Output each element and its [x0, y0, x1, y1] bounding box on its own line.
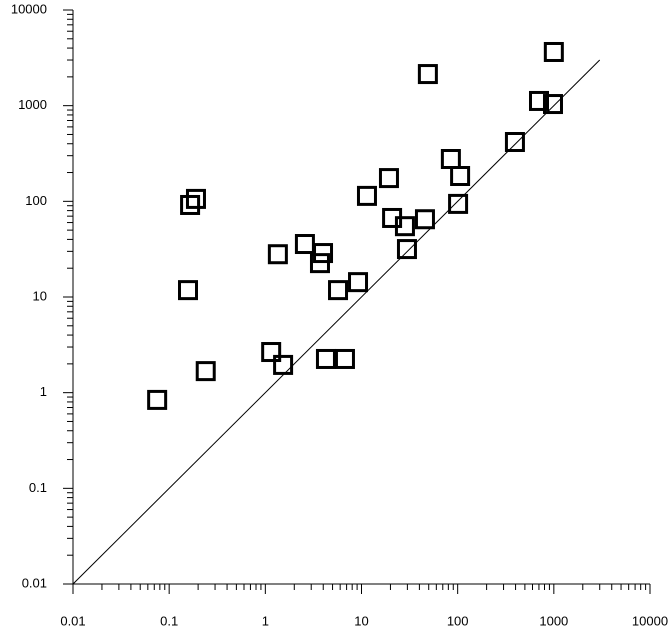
marker	[178, 280, 199, 301]
x-tick-label: 10	[354, 613, 368, 628]
marker	[328, 280, 349, 301]
x-tick-label: 10000	[632, 613, 668, 628]
marker	[378, 168, 399, 189]
marker	[294, 234, 315, 255]
marker	[414, 209, 435, 230]
marker	[334, 348, 355, 369]
x-tick-label: 1000	[539, 613, 568, 628]
marker	[394, 216, 415, 237]
marker	[261, 342, 282, 363]
y-tick-label: 0.1	[29, 480, 47, 495]
marker	[185, 188, 206, 209]
marker	[450, 165, 471, 186]
y-tick-label: 1000	[18, 97, 47, 112]
y-tick-label: 10	[33, 288, 47, 303]
x-tick-label: 0.01	[60, 613, 85, 628]
marker	[309, 253, 330, 274]
marker	[504, 132, 525, 153]
marker	[195, 361, 216, 382]
y-tick-label: 100	[25, 193, 47, 208]
marker	[528, 90, 549, 111]
y-tick-label: 0.01	[22, 575, 47, 590]
y-tick-label: 1	[40, 384, 47, 399]
x-tick-label: 100	[447, 613, 469, 628]
marker	[542, 94, 563, 115]
marker	[180, 194, 201, 215]
x-tick-label: 1	[262, 613, 269, 628]
marker	[147, 389, 168, 410]
reference-line	[72, 59, 601, 585]
marker	[267, 244, 288, 265]
y-tick-label: 10000	[11, 1, 47, 16]
marker	[448, 193, 469, 214]
marker	[273, 354, 294, 375]
marker	[356, 185, 377, 206]
marker	[417, 64, 438, 85]
marker	[440, 149, 461, 170]
marker	[315, 348, 336, 369]
marker	[396, 239, 417, 260]
marker	[313, 243, 334, 264]
marker	[348, 272, 369, 293]
x-tick-label: 0.1	[160, 613, 178, 628]
marker	[543, 41, 564, 62]
